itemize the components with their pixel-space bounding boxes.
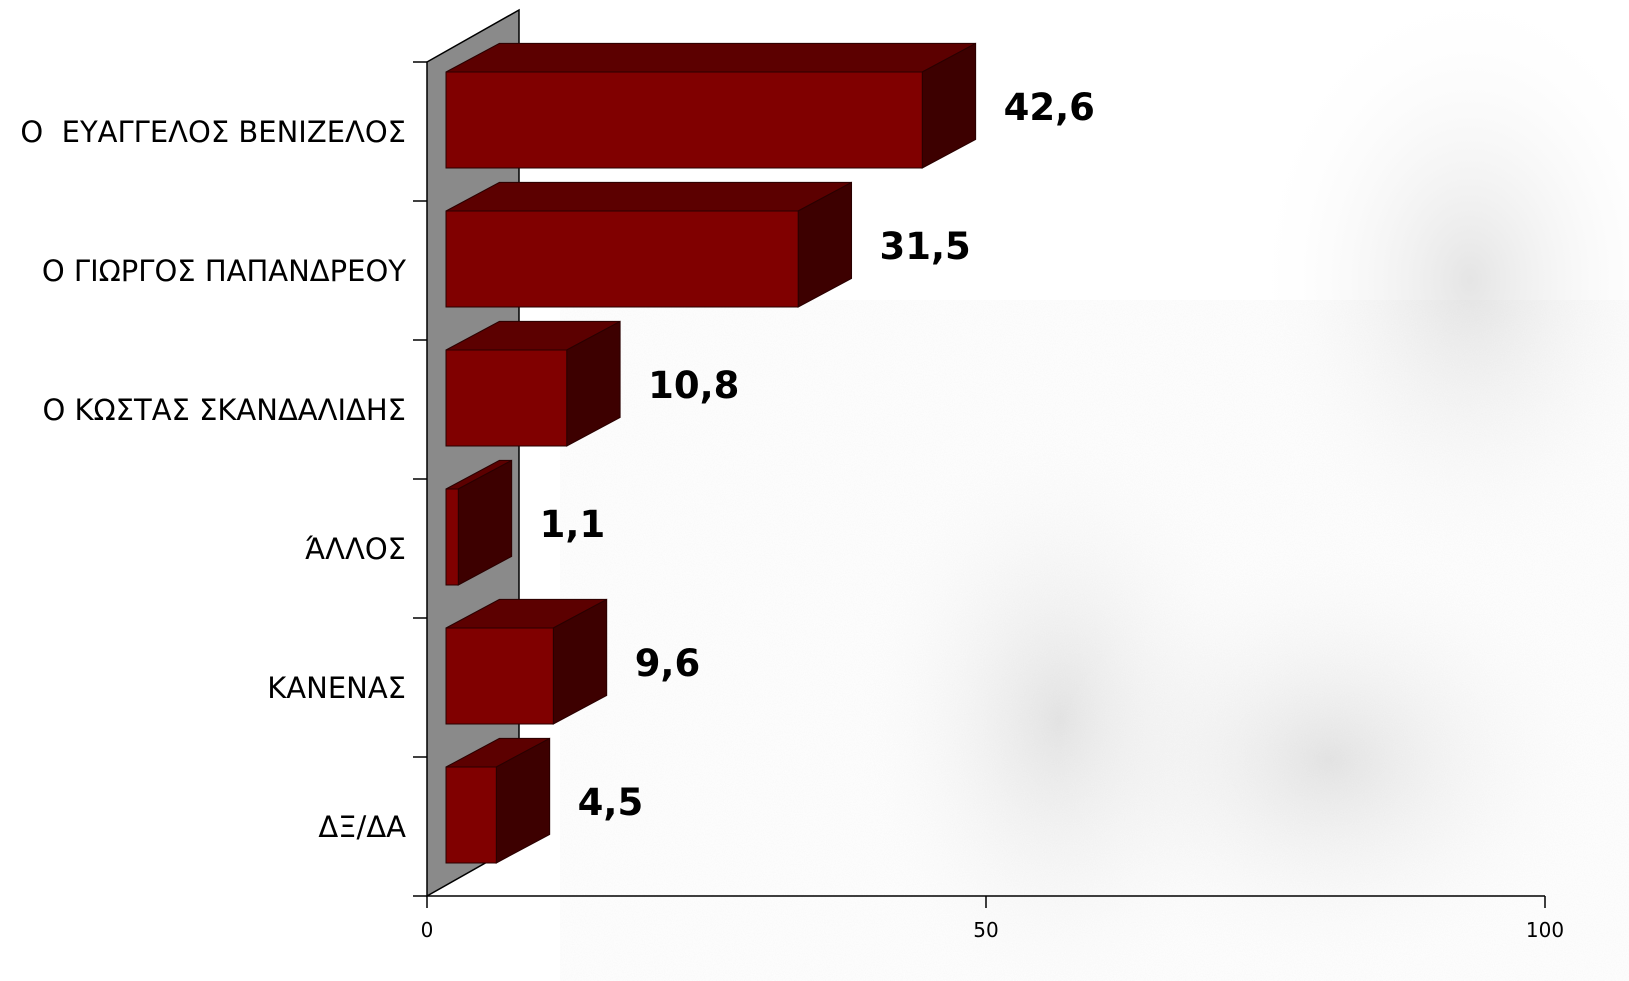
bar-front-face — [445, 488, 459, 586]
bar-1 — [445, 42, 977, 169]
bar-5 — [445, 598, 608, 725]
x-tick-label: 100 — [1526, 918, 1564, 942]
category-label: ΆΛΛΟΣ — [305, 532, 406, 566]
bar-value-label: 10,8 — [648, 364, 739, 407]
category-label: Ο ΕΥΑΓΓΕΛΟΣ ΒΕΝΙΖΕΛΟΣ — [20, 115, 406, 149]
bar-6 — [445, 737, 551, 864]
bar-2 — [445, 181, 853, 308]
bar-value-label: 9,6 — [635, 642, 701, 685]
bar-front-face — [445, 71, 923, 169]
bar-top-face — [445, 42, 976, 73]
category-label: ΔΞ/ΔΑ — [318, 810, 406, 844]
bar-front-face — [445, 349, 568, 447]
bar-3 — [445, 320, 621, 447]
bar-value-label: 42,6 — [1004, 86, 1095, 129]
bar-value-label: 31,5 — [880, 225, 971, 268]
bar-front-face — [445, 210, 799, 308]
category-label: ΚΑΝΕΝΑΣ — [267, 671, 406, 705]
category-label: Ο ΚΩΣΤΑΣ ΣΚΑΝΔΑΛΙΔΗΣ — [42, 393, 406, 427]
bar-top-face — [445, 181, 852, 212]
bar-front-face — [445, 766, 497, 864]
bar-value-label: 4,5 — [578, 781, 644, 824]
x-tick-label: 50 — [973, 918, 998, 942]
bar-front-face — [445, 627, 554, 725]
bar-4 — [445, 459, 513, 586]
x-tick-label: 0 — [421, 918, 434, 942]
category-label: Ο ΓΙΩΡΓΟΣ ΠΑΠΑΝΔΡΕΟΥ — [42, 254, 406, 288]
bar-value-label: 1,1 — [540, 503, 606, 546]
